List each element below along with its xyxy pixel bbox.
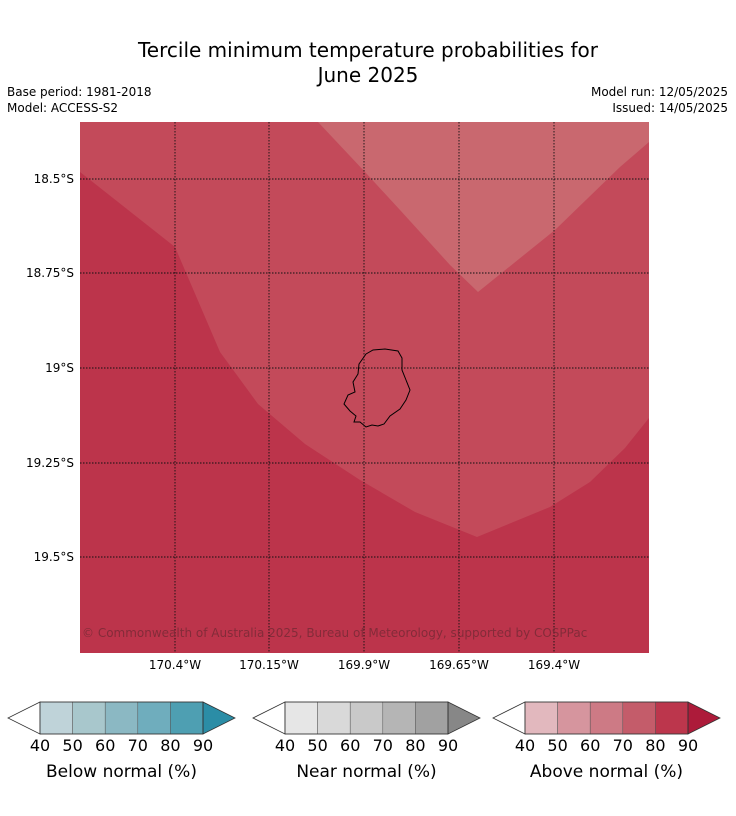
legend-swatch (415, 701, 449, 735)
lon-label: 169.4°W (527, 658, 581, 672)
legend-right-arrow (202, 701, 236, 735)
lon-label: 170.4°W (148, 658, 202, 672)
legend-outline (39, 701, 204, 735)
copyright-text: © Commonwealth of Australia 2025, Bureau… (82, 626, 588, 640)
legend-swatch (317, 701, 351, 735)
legend-swatch (39, 701, 73, 735)
legend-tick-label: 60 (340, 736, 361, 755)
legend-left-arrow (252, 701, 286, 735)
legend-title: Near normal (%) (296, 762, 437, 782)
legend-swatch (284, 701, 318, 735)
legend-tick-label: 50 (547, 736, 568, 755)
lat-label: 19°S (45, 361, 74, 375)
legend-swatch (655, 701, 689, 735)
legend-left-arrow (492, 701, 526, 735)
meta-right: Model run: 12/05/2025 Issued: 14/05/2025 (591, 84, 728, 116)
model-run: Model run: 12/05/2025 (590, 85, 728, 99)
chart-title: Tercile minimum temperature probabilitie… (0, 38, 736, 88)
legend-swatch (557, 701, 591, 735)
legend-tick-label: 40 (514, 736, 536, 755)
legend-title: Below normal (%) (46, 762, 197, 782)
legend-swatch (524, 701, 558, 735)
legend-tick-label: 50 (62, 736, 83, 755)
lat-label: 19.25°S (26, 456, 74, 470)
legend-tick-label: 60 (580, 736, 601, 755)
legend-left-arrow (7, 701, 41, 735)
legend-tick-label: 70 (372, 736, 393, 755)
title-line-2: June 2025 (317, 63, 419, 87)
legend-right-arrow (687, 701, 721, 735)
lat-label: 19.5°S (33, 550, 74, 564)
map-zone-60-70 (318, 122, 649, 292)
legend-tick-label: 90 (437, 736, 459, 755)
legend-colorbar-2 (492, 701, 721, 735)
legend-swatch (349, 701, 384, 735)
base-period: Base period: 1981-2018 (7, 85, 152, 99)
legend-tick-label: 40 (29, 736, 51, 755)
legend-tick-label: 70 (612, 736, 633, 755)
legend-tick-label: 50 (307, 736, 328, 755)
lon-label: 169.9°W (337, 658, 391, 672)
legend-tick-label: 80 (405, 736, 426, 755)
map-panel (80, 122, 649, 653)
meta-left: Base period: 1981-2018 Model: ACCESS-S2 (7, 84, 152, 116)
issued-date: Issued: 14/05/2025 (612, 101, 728, 115)
model-name: Model: ACCESS-S2 (7, 101, 119, 115)
lat-label: 18.5°S (33, 172, 74, 186)
legend-tick-label: 90 (192, 736, 214, 755)
legend-tick-label: 90 (677, 736, 699, 755)
legend-swatch (589, 701, 624, 735)
legend-tick-label: 60 (95, 736, 116, 755)
legend-swatch (72, 701, 106, 735)
legend-tick-label: 80 (160, 736, 181, 755)
legend-swatch (170, 701, 204, 735)
legend-swatch (382, 701, 416, 735)
title-line-1: Tercile minimum temperature probabilitie… (137, 38, 599, 62)
lon-label: 169.65°W (429, 658, 489, 672)
legend-tick-label: 80 (645, 736, 666, 755)
legend-swatch (104, 701, 139, 735)
legend-colorbars (7, 701, 721, 735)
legend-swatch (622, 701, 656, 735)
legend-outline (284, 701, 449, 735)
legend-title: Above normal (%) (529, 762, 684, 782)
island-outline (343, 348, 411, 428)
grid-lines (80, 122, 649, 653)
legend-swatch (137, 701, 171, 735)
legend-colorbar-0 (7, 701, 236, 735)
lat-label: 18.75°S (26, 266, 74, 280)
legend-right-arrow (447, 701, 481, 735)
legend-tick-label: 40 (274, 736, 296, 755)
legend-colorbar-1 (252, 701, 481, 735)
legend-outline (524, 701, 689, 735)
legend-tick-label: 70 (127, 736, 148, 755)
lon-label: 170.15°W (239, 658, 299, 672)
